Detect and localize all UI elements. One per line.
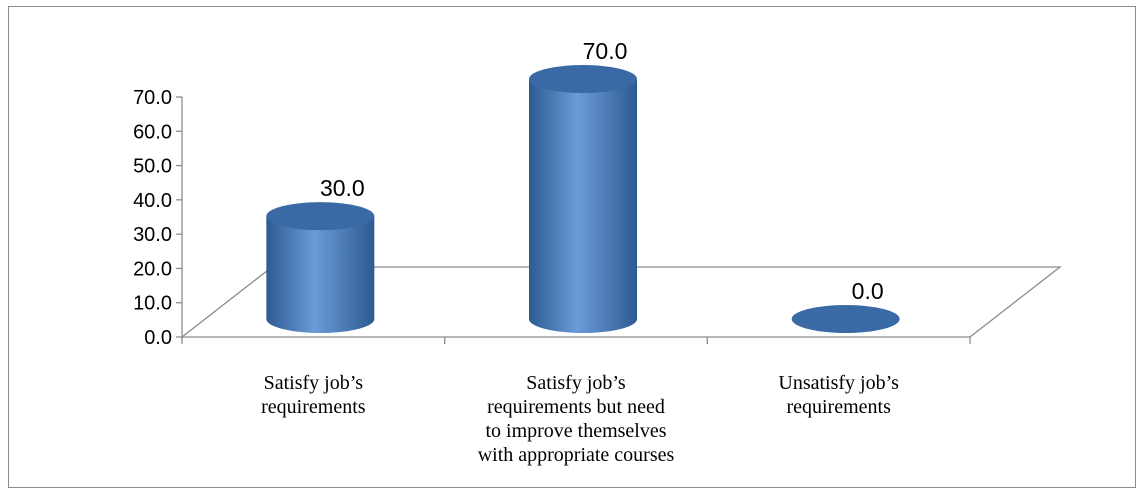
category-label: Satisfy job’s requirements — [261, 372, 366, 418]
category-label-line: Unsatisfy job’s — [778, 372, 899, 394]
y-tick-label: 50.0 — [133, 156, 172, 178]
chart-bars — [266, 65, 900, 333]
y-tick-label: 70.0 — [133, 87, 172, 109]
y-axis-ticks: 0.0 10.0 20.0 30.0 40.0 50.0 60.0 70.0 — [133, 87, 182, 349]
category-label-line: requirements but need — [487, 396, 665, 418]
category-label-line: Satisfy job’s — [264, 372, 364, 394]
category-label-line: requirements — [786, 396, 891, 418]
data-label: 30.0 — [320, 175, 365, 201]
category-label-line: to improve themselves — [485, 420, 666, 442]
bar-top — [791, 305, 900, 333]
y-tick-label: 20.0 — [133, 258, 172, 280]
bar-top — [266, 202, 375, 231]
bar — [529, 65, 637, 333]
chart-axes — [180, 97, 1062, 344]
category-label-line: with appropriate courses — [478, 444, 675, 466]
y-tick-label: 40.0 — [133, 190, 172, 212]
category-label: Satisfy job’s requirements but need to imp… — [478, 372, 675, 466]
bar-body — [529, 79, 637, 333]
data-label: 0.0 — [852, 278, 884, 304]
y-tick-label: 10.0 — [133, 293, 172, 315]
data-label: 70.0 — [583, 38, 628, 64]
category-label-line: Satisfy job’s — [526, 372, 626, 394]
category-label: Unsatisfy job’s requirements — [778, 372, 899, 418]
bar-body — [266, 216, 375, 333]
y-tick-label: 30.0 — [133, 224, 172, 246]
category-label-line: requirements — [261, 396, 366, 418]
bar-top — [529, 65, 637, 93]
data-labels: 30.0 70.0 0.0 — [320, 38, 884, 304]
y-tick-label: 60.0 — [133, 121, 172, 143]
bar — [266, 202, 375, 333]
y-tick-label: 0.0 — [144, 327, 172, 349]
bar — [791, 305, 900, 333]
